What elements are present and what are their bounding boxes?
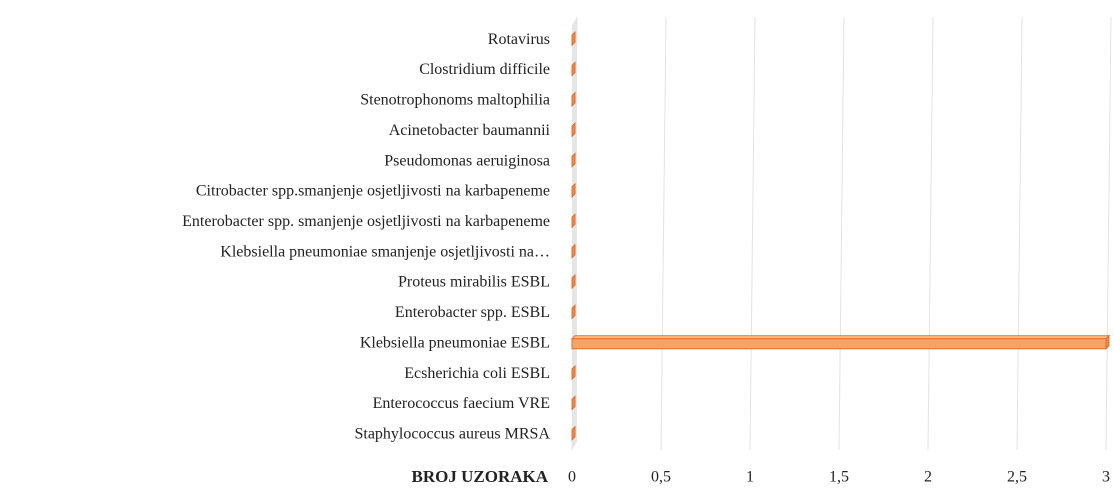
bar-side — [571, 304, 576, 320]
x-tick-label: 1 — [746, 469, 754, 486]
y-tick-label: Ecsherichia coli ESBL — [404, 365, 550, 382]
bar-side — [571, 243, 576, 259]
bar-side — [571, 213, 576, 229]
y-tick-label: Klebsiella pneumoniae smanjenje osjetlji… — [220, 243, 550, 260]
bar-side — [571, 122, 576, 138]
x-tick-label: 1,5 — [829, 469, 849, 486]
y-tick-label: Staphylococcus aureus MRSA — [354, 425, 550, 442]
y-tick-label: Acinetobacter baumannii — [389, 122, 551, 139]
y-tick-label: Stenotrophonoms maltophilia — [360, 92, 550, 109]
bar-side — [571, 30, 576, 47]
y-tick-label: Enterobacter spp. ESBL — [395, 304, 550, 321]
bar-side — [571, 91, 576, 108]
y-tick-label: Proteus mirabilis ESBL — [398, 274, 550, 291]
grid-line — [1016, 16, 1023, 451]
y-tick-label: Rotavirus — [488, 31, 550, 48]
grid-line — [1105, 16, 1112, 451]
x-tick-label: 2 — [924, 469, 932, 486]
grid-line — [927, 16, 934, 451]
y-tick-label: Pseudomonas aeruiginosa — [384, 152, 550, 169]
bar-side — [571, 425, 576, 442]
x-tick-label: 0 — [568, 469, 576, 486]
y-tick-label: Enterococcus faecium VRE — [373, 395, 550, 412]
bar-side — [571, 364, 576, 381]
y-tick-label: Citrobacter spp.smanjenje osjetljivosti … — [196, 183, 550, 200]
bar-side — [571, 395, 576, 411]
bar-side — [571, 273, 576, 290]
x-axis-label: BROJ UZORAKA — [412, 467, 549, 486]
x-tick-label: 3 — [1102, 469, 1110, 486]
y-tick-label: Klebsiella pneumoniae ESBL — [360, 334, 550, 351]
bar-side — [571, 182, 576, 199]
y-tick-label: Clostridium difficile — [419, 61, 550, 78]
grid-line — [838, 16, 845, 451]
x-tick-label: 2,5 — [1007, 469, 1027, 486]
grid-line — [749, 16, 756, 451]
bar — [571, 338, 1107, 350]
x-tick-label: 0,5 — [651, 469, 671, 486]
bar-side — [571, 152, 576, 168]
bar-side — [571, 61, 576, 77]
grid-line — [660, 16, 667, 451]
y-tick-label: Enterobacter spp. smanjenje osjetljivost… — [182, 213, 550, 230]
